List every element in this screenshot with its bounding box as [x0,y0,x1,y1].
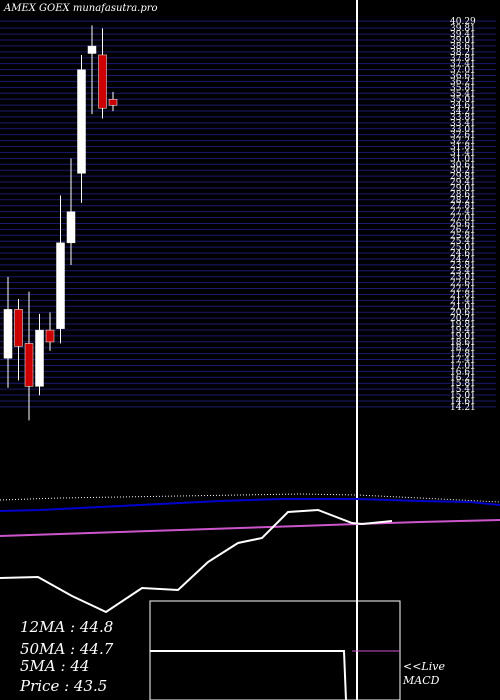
down-candle [108,99,118,106]
price-level-label: 26.21 [450,225,476,235]
price-level-label: 38.61 [450,42,476,52]
price-level-label: 16.61 [450,367,476,377]
price-level-label: 37.01 [450,66,476,76]
price-level-label: 21.01 [450,302,476,312]
price-level-label: 14.61 [450,397,476,407]
up-candle [3,309,13,359]
price-level-label: 17.41 [450,356,476,366]
price-level-label: 24.21 [450,255,476,265]
price-level-label: 35.41 [450,89,476,99]
price-level-label: 25.01 [450,243,476,253]
down-candle [45,329,55,343]
down-candle [24,343,34,387]
up-candle [77,69,86,174]
price-level-labels: 40.2939.8139.4139.0138.6138.2137.8137.41… [450,17,476,413]
price-level-label: 17.01 [450,361,476,371]
price-level-label: 26.61 [450,219,476,229]
ma12-label: 12MA : 44.8 [20,618,114,636]
price-level-label: 25.81 [450,231,476,241]
price-level-label: 37.81 [450,54,476,64]
price-level-label: 34.61 [450,101,476,111]
price-level-label: 21.81 [450,290,476,300]
up-candle [56,242,65,329]
price-level-label: 24.61 [450,249,476,259]
price-level-label: 29.81 [450,172,476,182]
price-level-label: 29.01 [450,184,476,194]
price-level-label: 39.41 [450,30,476,40]
price-level-label: 32.21 [450,137,476,147]
price-level-label: 20.21 [450,314,476,324]
macd-label: MACD [403,674,440,687]
price-level-label: 33.41 [450,119,476,129]
price-level-label: 36.21 [450,77,476,87]
chart-title: AMEX GOEX munafasutra.pro [4,3,158,14]
up-candle [87,45,97,54]
price-level-label: 22.61 [450,279,476,289]
live-label: <<Live [403,660,445,673]
price-level-label: 33.01 [450,125,476,135]
ma5-label: 5MA : 44 [20,657,90,675]
price-level-label: 32.61 [450,131,476,141]
price-level-label: 23.41 [450,267,476,277]
price-level-label: 40.29 [450,17,476,27]
price-level-label: 35.01 [450,95,476,105]
ma50-label: 50MA : 44.7 [20,640,114,658]
price-level-label: 39.81 [450,24,476,34]
price-level-label: 19.81 [450,320,476,330]
price-level-label: 33.81 [450,113,476,123]
price-level-label: 31.41 [450,148,476,158]
price-level-label: 35.81 [450,83,476,93]
price-level-label: 17.81 [450,350,476,360]
ma-blue-line [0,498,500,512]
price-level-label: 31.01 [450,154,476,164]
price-level-label: 36.61 [450,72,476,82]
price-level-label: 30.61 [450,160,476,170]
price-level-label: 23.81 [450,261,476,271]
price-level-label: 28.61 [450,190,476,200]
price-level-label: 19.41 [450,326,476,336]
price-level-label: 27.81 [450,202,476,212]
candlesticks [3,25,118,421]
price-level-label: 27.41 [450,208,476,218]
price-level-label: 28.21 [450,196,476,206]
price-level-label: 38.21 [450,48,476,58]
macd-line [150,650,347,700]
price-level-label: 19.01 [450,332,476,342]
ma-dotted-line [0,493,500,503]
price-level-label: 23.01 [450,273,476,283]
oscillator-line [0,508,393,614]
up-candle [35,329,44,387]
down-candle [98,54,107,109]
price-label: Price : 43.5 [20,677,108,695]
price-level-label: 29.41 [450,178,476,188]
price-level-label: 25.41 [450,237,476,247]
down-candle [14,309,23,347]
price-level-label: 16.21 [450,373,476,383]
ma-magenta-line [0,519,500,537]
up-candle [66,211,76,244]
price-level-label: 20.61 [450,308,476,318]
price-level-label: 15.81 [450,379,476,389]
price-level-label: 27.01 [450,214,476,224]
price-level-label: 22.21 [450,285,476,295]
price-level-label: 39.01 [450,36,476,46]
price-level-label: 15.41 [450,385,476,395]
price-level-label: 31.81 [450,143,476,153]
price-level-label: 34.21 [450,107,476,117]
price-level-label: 30.21 [450,166,476,176]
price-level-label: 14.21 [450,403,476,413]
price-level-label: 18.61 [450,338,476,348]
price-level-label: 18.21 [450,344,476,354]
price-level-label: 15.01 [450,391,476,401]
price-level-label: 21.41 [450,296,476,306]
price-level-label: 37.41 [450,60,476,70]
